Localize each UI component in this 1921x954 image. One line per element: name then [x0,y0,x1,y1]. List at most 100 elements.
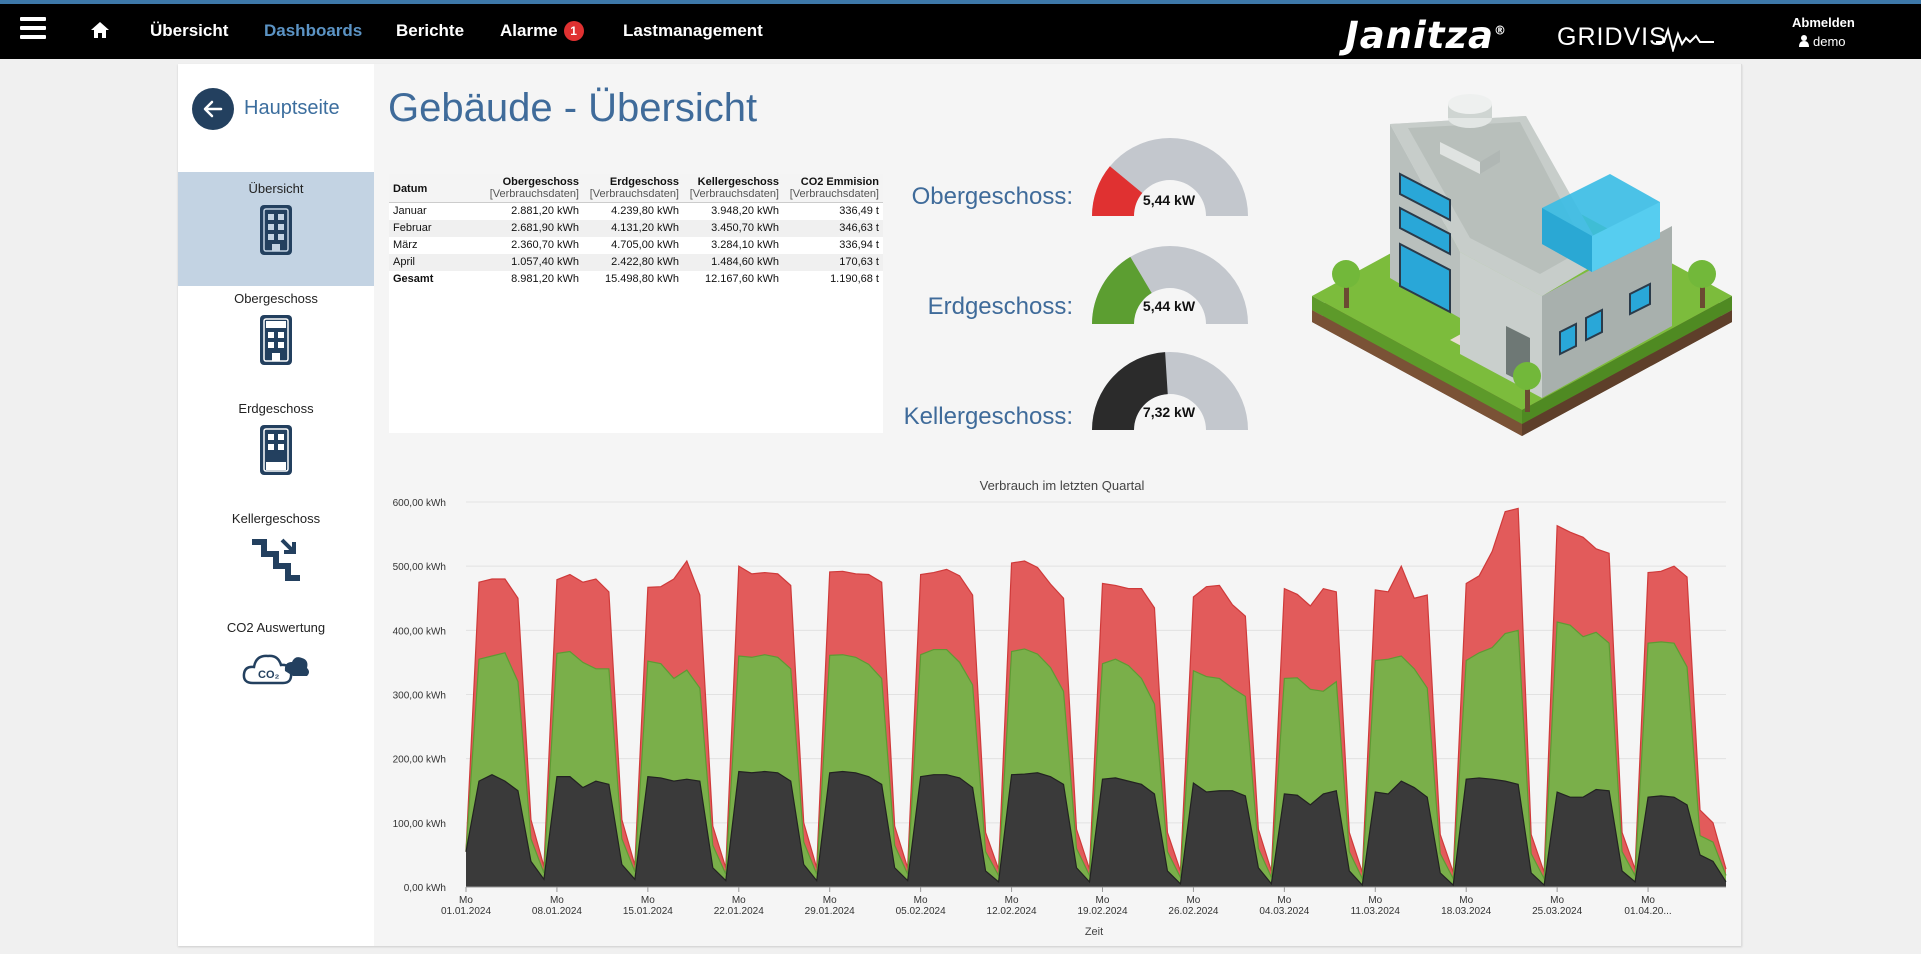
x-axis-label: Zeit [1085,926,1103,938]
nav-alarme[interactable]: Alarme 1 [500,21,584,41]
col-subheader: [Verbrauchsdaten] [583,188,683,203]
x-tick-day: Mo [823,895,837,906]
sidebar-item-kellergeschoss[interactable]: Kellergeschoss [178,502,374,616]
table-cell: 3.284,10 kWh [711,239,779,251]
x-tick-date: 11.03.2024 [1351,906,1401,917]
table-total-row: Gesamt 8.981,20 kWh 15.498,80 kWh 12.167… [389,271,883,288]
gauge-obergeschoss [1092,138,1248,216]
gauge-value-erdgeschoss: 5,44 kW [1142,298,1196,314]
y-tick-label: 600,00 kWh [393,498,446,509]
co2-cloud-icon: CO₂ [242,654,309,685]
y-tick-label: 200,00 kWh [393,755,446,766]
x-tick-date: 12.02.2024 [987,906,1037,917]
table-cell: April [389,253,483,271]
gridvis-logo: GRIDVIS [1557,23,1667,51]
table-row: März 2.360,70 kWh 4.705,00 kWh 3.284,10 … [389,237,883,254]
area-basement-line [465,770,1727,887]
nav-lastmanagement[interactable]: Lastmanagement [623,21,763,40]
col-header-kellergeschoss: Kellergeschoss [683,174,783,188]
table-cell: Januar [393,205,427,218]
building-ground-floor-icon [260,425,292,475]
table-cell: 336,94 t [839,239,879,251]
x-tick-date: 25.03.2024 [1532,906,1582,917]
svg-text:CO₂: CO₂ [258,669,280,681]
logout-link[interactable]: Abmelden [1792,15,1855,30]
nav-dashboards[interactable]: Dashboards [264,21,363,40]
table-cell: 1.190,68 t [830,273,879,285]
table-cell: Gesamt [393,273,434,285]
sidebar-item-uebersicht[interactable]: Übersicht [178,172,374,286]
x-tick-day: Mo [1277,895,1291,906]
table-cell: 2.681,90 kWh [483,219,583,237]
x-tick-date: 08.01.2024 [532,906,582,917]
home-icon[interactable] [90,21,110,44]
gauge-value-kellergeschoss: 7,32 kW [1142,404,1196,420]
gauge-fill [1092,256,1152,324]
y-tick-label: 300,00 kWh [393,691,446,702]
nav-uebersicht[interactable]: Übersicht [150,21,229,40]
sidebar-item-co2[interactable]: CO2 Auswertung CO₂ [178,611,374,725]
gauge-erdgeschoss [1092,246,1248,324]
sidebar-item-label: Übersicht [248,181,304,196]
col-header-co2: CO2 Emmision [783,174,883,188]
top-navbar: Übersicht Dashboards Berichte Alarme 1 La… [0,4,1921,59]
x-tick-day: Mo [914,895,928,906]
x-tick-date: 18.03.2024 [1441,906,1491,917]
x-tick-date: 22.01.2024 [714,906,764,917]
table-cell: 3.450,70 kWh [683,219,783,237]
table-cell: 12.167,60 kWh [705,273,779,285]
y-tick-label: 0,00 kWh [404,883,446,894]
x-tick-day: Mo [1368,895,1382,906]
table-cell: 2.422,80 kWh [583,253,683,271]
sidebar-item-label: Obergeschoss [234,291,318,306]
table-cell: 2.881,20 kWh [511,205,579,218]
sidebar: Hauptseite Übersicht Obergeschoss Erdges… [178,64,374,946]
table-cell: 170,63 t [783,253,883,271]
col-header-erdgeschoss: Erdgeschoss [583,174,683,188]
gauge-label-obergeschoss: Obergeschoss: [911,183,1073,210]
table-row: Januar 2.881,20 kWh 4.239,80 kWh 3.948,2… [389,203,883,220]
consumption-area-chart: Verbrauch im letzten Quartal 0,00 kWh 100… [393,478,1727,938]
col-header-obergeschoss: Obergeschoss [483,174,583,188]
col-header-datum: Datum [389,174,483,203]
x-tick-date: 01.01.2024 [441,906,491,917]
nav-berichte[interactable]: Berichte [396,21,465,40]
area-ground-floor-line [465,621,1727,881]
sidebar-item-erdgeschoss[interactable]: Erdgeschoss [178,392,374,506]
top-accent-line [0,0,1921,4]
x-tick-day: Mo [641,895,655,906]
area-upper-floor-line [465,507,1727,873]
back-label: Hauptseite [244,97,340,119]
x-tick-date: 19.02.2024 [1077,906,1127,917]
sidebar-item-obergeschoss[interactable]: Obergeschoss [178,282,374,396]
user-menu[interactable]: demo [1799,34,1846,49]
user-icon [1799,35,1809,47]
gauge-fill [1092,352,1168,430]
sidebar-item-label: Erdgeschoss [238,401,314,416]
x-tick-day: Mo [732,895,746,906]
table-cell: März [393,239,418,251]
building-icon [260,205,292,255]
user-name: demo [1813,34,1846,49]
building-top-floor-icon [260,315,292,365]
menu-icon[interactable] [20,17,46,41]
table-row: Februar 2.681,90 kWh 4.131,20 kWh 3.450,… [389,219,883,237]
building-illustration [1312,94,1732,436]
area-basement [466,771,1726,887]
alarm-count-badge: 1 [563,21,584,41]
nav-alarme-label: Alarme [500,21,558,40]
table-cell: 336,49 t [839,205,879,218]
x-tick-day: Mo [1641,895,1655,906]
table-cell: Februar [389,219,483,237]
table-cell: 4.239,80 kWh [611,205,679,218]
table-cell: 2.360,70 kWh [511,239,579,251]
table-cell: 8.981,20 kWh [511,273,579,285]
x-tick-date: 15.01.2024 [623,906,673,917]
x-tick-date: 04.03.2024 [1259,906,1309,917]
col-subheader: [Verbrauchsdaten] [783,188,883,203]
x-tick-day: Mo [1096,895,1110,906]
stairs-down-icon [252,538,300,581]
x-tick-day: Mo [1550,895,1564,906]
x-tick-day: Mo [1186,895,1200,906]
gauge-label-erdgeschoss: Erdgeschoss: [927,293,1073,320]
